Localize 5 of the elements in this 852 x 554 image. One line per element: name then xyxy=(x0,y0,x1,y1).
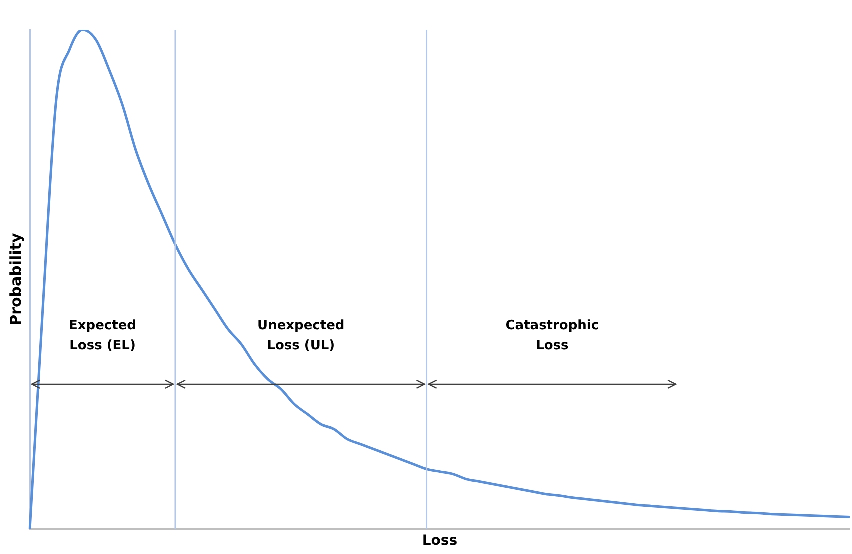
annotation: Catastrophic Loss xyxy=(506,318,600,354)
annotation: Expected Loss (EL) xyxy=(69,318,136,354)
x-axis-title: Loss xyxy=(422,533,458,550)
annotation: Unexpected Loss (UL) xyxy=(258,318,345,354)
y-axis-title: Probability xyxy=(6,233,25,326)
